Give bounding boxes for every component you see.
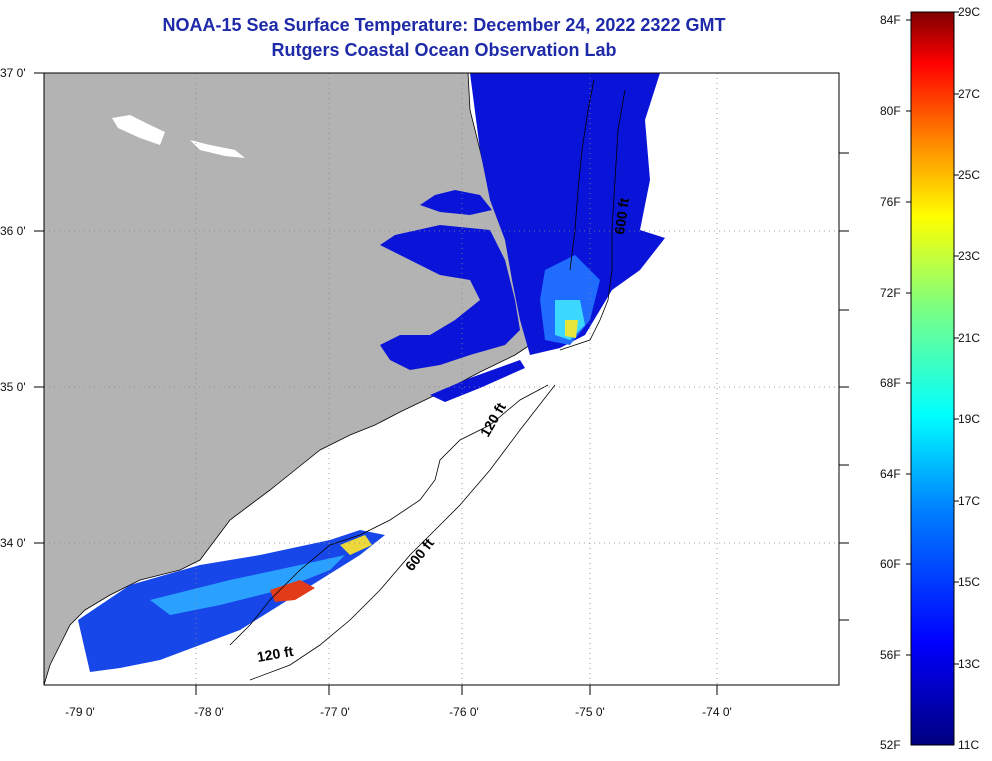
colorbar-c-17: 17C [958, 494, 981, 508]
lon-label-79: -79 0' [65, 705, 95, 719]
colorbar-c-23: 23C [958, 249, 981, 263]
sst-south-yellow [340, 535, 372, 555]
colorbar-f-72: 72F [880, 286, 901, 300]
colorbar-f-52: 52F [880, 738, 901, 752]
contour-120ft [229, 384, 549, 646]
lon-label-77: -77 0' [320, 705, 350, 719]
colorbar-c-27: 27C [958, 87, 981, 101]
colorbar-f-76: 76F [880, 195, 901, 209]
lat-label-34: 34 0' [0, 536, 26, 550]
map-border [43, 72, 840, 686]
sst-mid-patch [430, 360, 525, 402]
sst-north-patch [470, 73, 665, 355]
colorbar-c-11: 11C [958, 738, 980, 752]
colorbar-c-25: 25C [958, 168, 981, 182]
colorbar-f-80: 80F [880, 104, 901, 118]
albemarle-sound [420, 190, 492, 215]
sst-north-yellow [565, 320, 578, 338]
lat-label-37: 37 0' [0, 66, 26, 80]
axis-ticks [34, 72, 849, 695]
lat-label-35: 35 0' [0, 380, 26, 394]
colorbar-f-84: 84F [880, 13, 901, 27]
lon-label-74: -74 0' [702, 705, 732, 719]
colorbar-c-19: 19C [958, 412, 981, 426]
lon-label-76: -76 0' [449, 705, 479, 719]
colorbar-f-60: 60F [880, 557, 901, 571]
lat-label-36: 36 0' [0, 224, 26, 238]
colorbar-f-64: 64F [880, 467, 901, 481]
map-title: NOAA-15 Sea Surface Temperature: Decembe… [162, 15, 726, 35]
contour-label-north-600: 600 ft [611, 197, 632, 236]
lon-label-75: -75 0' [575, 705, 605, 719]
colorbar-f-68: 68F [880, 376, 901, 390]
graticule [44, 73, 839, 685]
pamlico-sound [380, 225, 520, 370]
colorbar [910, 11, 955, 746]
contour-600ft [249, 384, 556, 681]
colorbar-c-13: 13C [958, 657, 981, 671]
contour-120ft-north [559, 89, 626, 351]
colorbar-c-15: 15C [958, 575, 981, 589]
sst-south-warm [270, 580, 315, 602]
contour-600ft-north [569, 79, 595, 271]
sst-south-cyan [150, 555, 345, 615]
lon-label-78: -78 0' [194, 705, 224, 719]
colorbar-ticks [906, 11, 959, 665]
colorbar-c-21: 21C [958, 331, 981, 345]
colorbar-f-56: 56F [880, 648, 901, 662]
map-subtitle: Rutgers Coastal Ocean Observation Lab [271, 40, 617, 60]
contour-label-120-south: 120 ft [256, 643, 295, 665]
river-white [112, 115, 245, 158]
colorbar-c-29: 29C [958, 5, 981, 19]
